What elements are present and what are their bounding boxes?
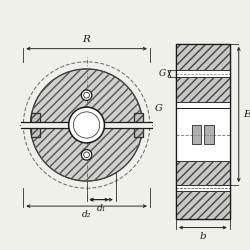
Circle shape (69, 107, 104, 143)
Text: d₁: d₁ (96, 204, 106, 213)
Bar (204, 125, 214, 144)
Bar (176, 44, 230, 219)
Bar (134, 113, 142, 137)
Bar (30, 113, 40, 137)
Text: d₂: d₂ (82, 210, 91, 220)
Bar (176, 77, 230, 102)
Bar (176, 44, 230, 219)
Bar (176, 102, 230, 108)
Bar (176, 44, 230, 70)
Bar (30, 113, 40, 137)
Circle shape (30, 69, 142, 181)
Bar (176, 161, 230, 185)
Bar (176, 70, 230, 77)
Bar (134, 113, 142, 137)
Text: R: R (83, 36, 90, 44)
Text: E: E (243, 110, 250, 119)
Text: G: G (154, 104, 162, 113)
Bar (176, 44, 230, 70)
Circle shape (81, 150, 92, 160)
Text: G: G (159, 69, 166, 78)
Bar (22, 122, 152, 128)
Bar (176, 77, 230, 102)
Circle shape (81, 90, 92, 101)
Bar (176, 191, 230, 219)
Bar (176, 108, 230, 161)
Bar (176, 191, 230, 219)
Text: b: b (200, 232, 206, 241)
Bar (176, 185, 230, 191)
Bar (176, 161, 230, 185)
Bar (192, 125, 201, 144)
